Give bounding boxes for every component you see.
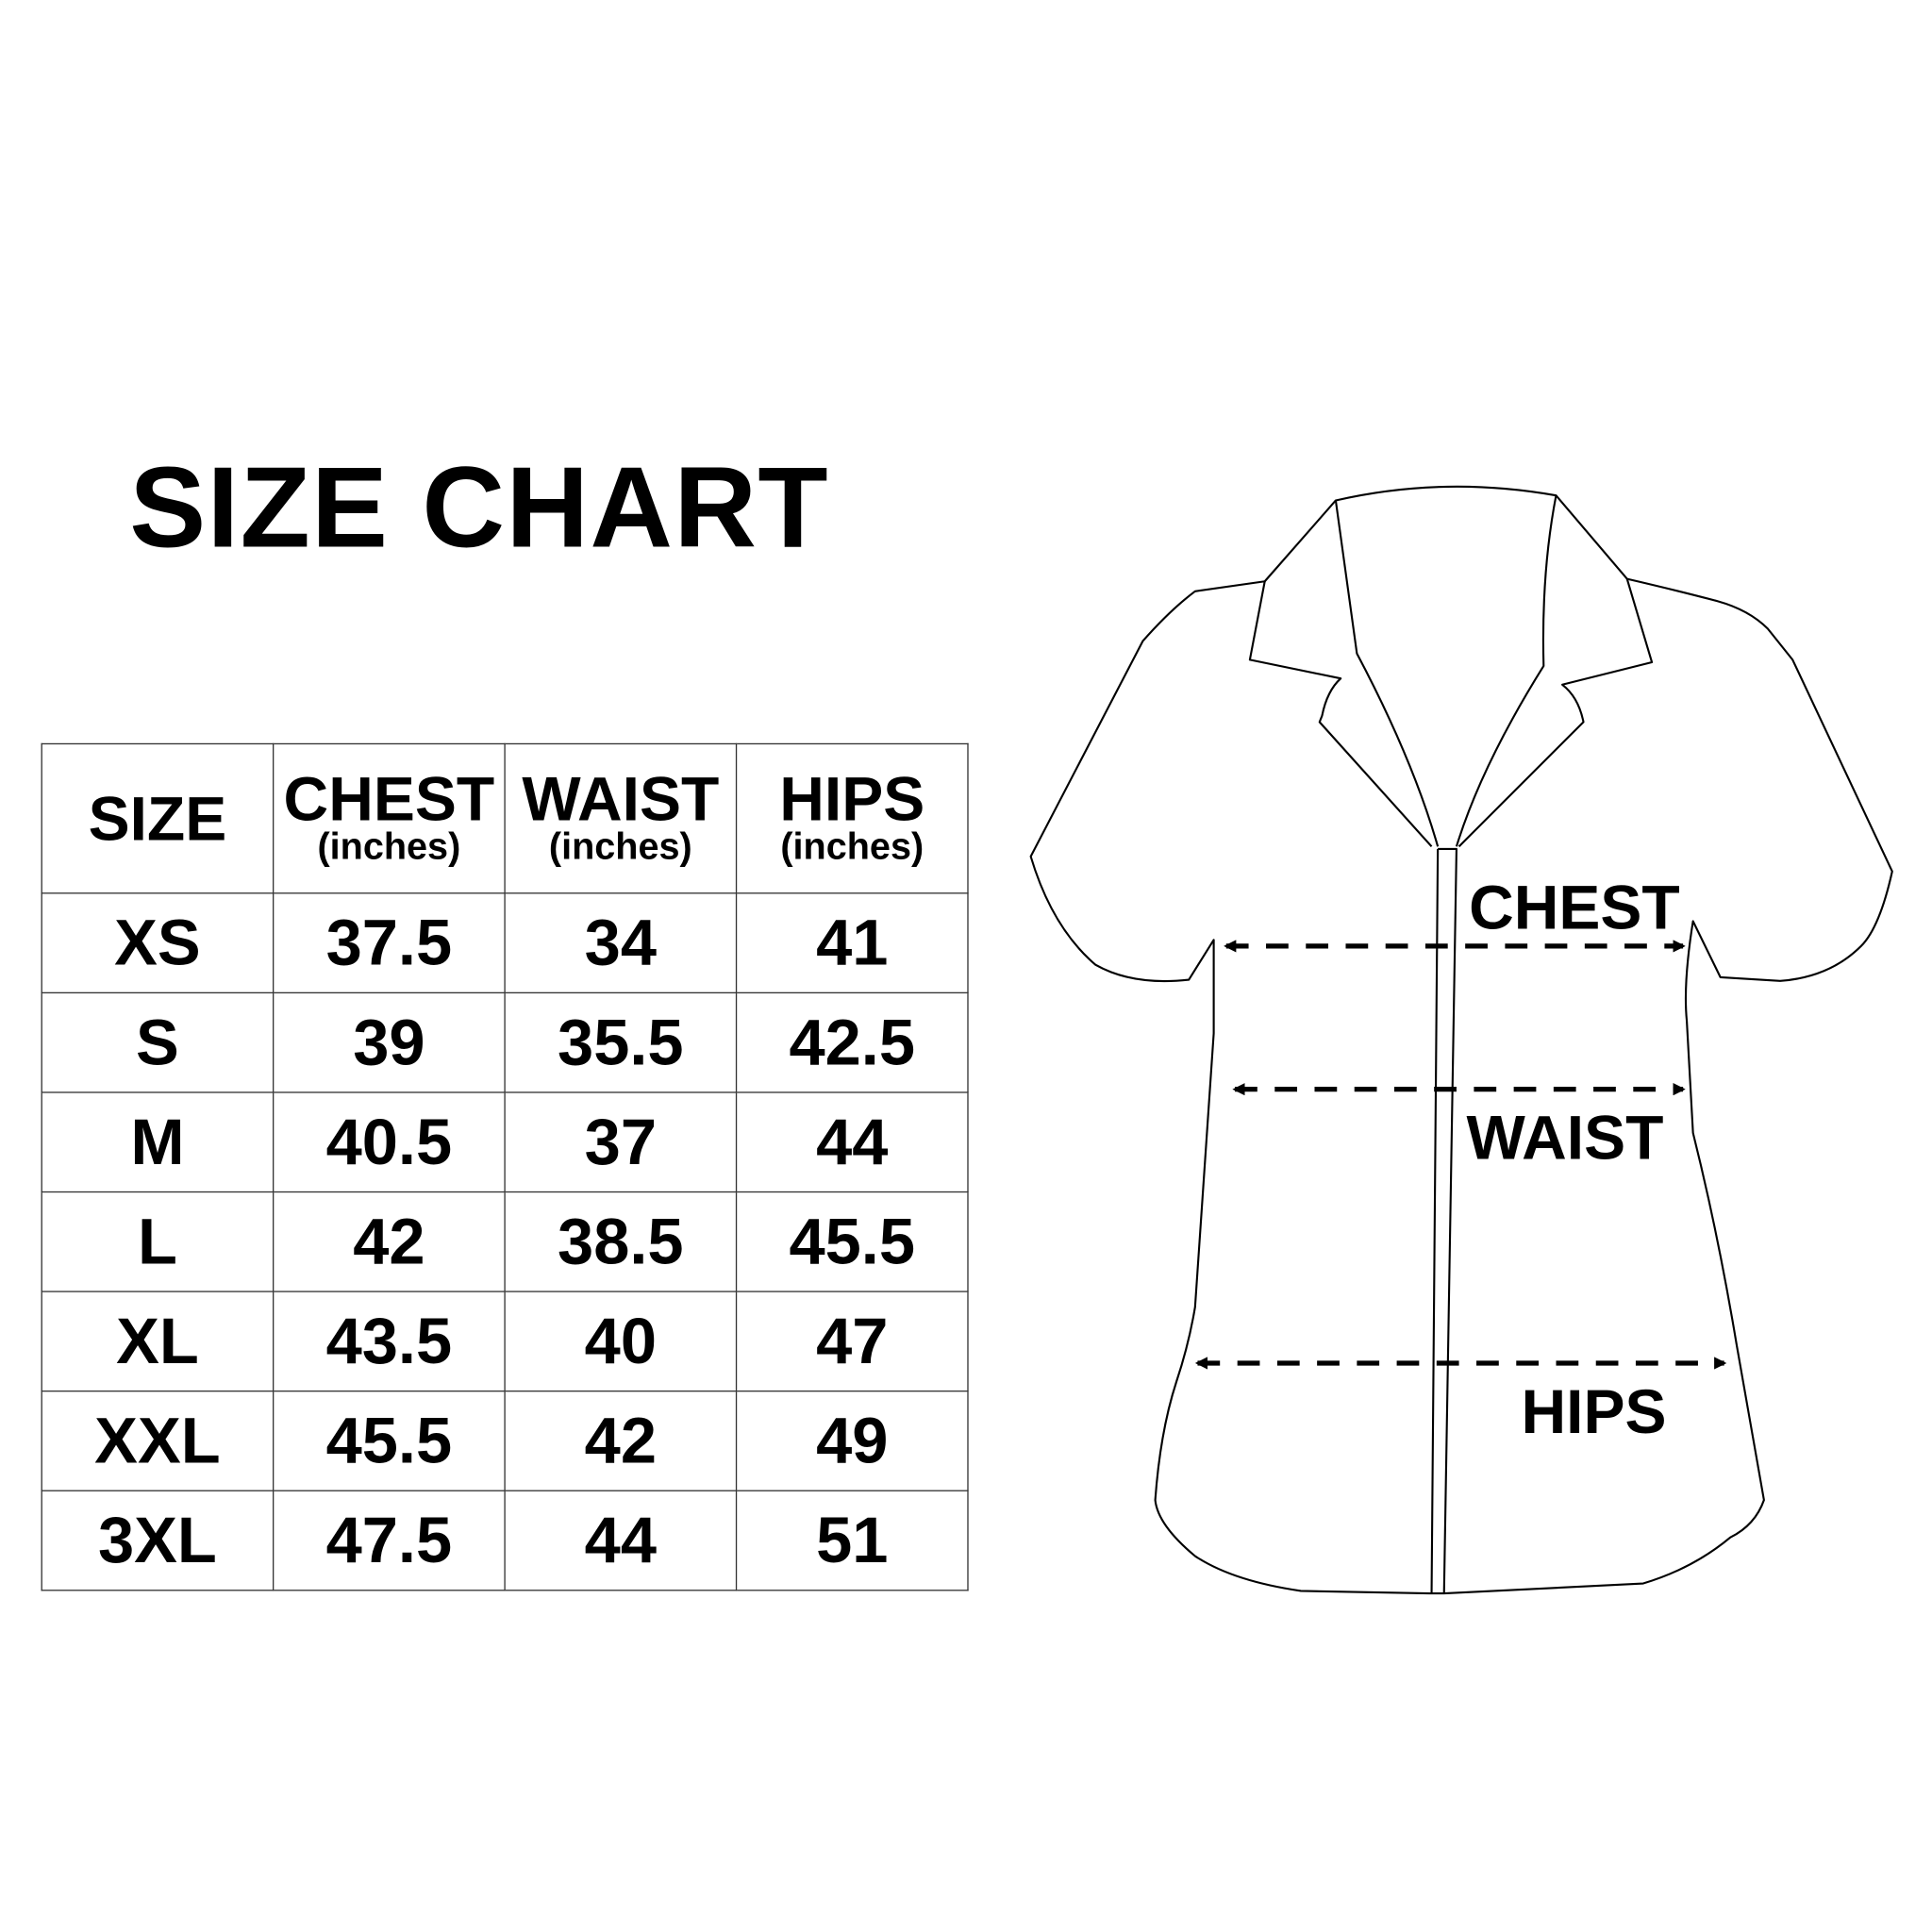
table-header-row: SIZE CHEST (inches) WAIST (inches) HIPS (in… bbox=[41, 742, 969, 894]
cell-chest: 42 bbox=[272, 1191, 506, 1292]
cell-waist: 34 bbox=[504, 892, 738, 994]
header-unit: (inches) bbox=[317, 825, 461, 868]
cell-waist: 38.5 bbox=[504, 1191, 738, 1292]
cell-waist: 42 bbox=[504, 1390, 738, 1491]
cell-waist: 37 bbox=[504, 1091, 738, 1193]
header-hips: HIPS (inches) bbox=[735, 742, 969, 894]
table-row: 3XL 47.5 44 51 bbox=[41, 1490, 969, 1591]
cell-hips: 42.5 bbox=[735, 991, 969, 1093]
table-row: S 39 35.5 42.5 bbox=[41, 991, 969, 1093]
cell-size: XS bbox=[41, 892, 275, 994]
cell-size: XL bbox=[41, 1291, 275, 1392]
cell-hips: 51 bbox=[735, 1490, 969, 1591]
header-unit: (inches) bbox=[780, 825, 924, 868]
size-table: SIZE CHEST (inches) WAIST (inches) HIPS (in… bbox=[41, 742, 969, 1591]
cell-chest: 47.5 bbox=[272, 1490, 506, 1591]
cell-hips: 45.5 bbox=[735, 1191, 969, 1292]
cell-chest: 40.5 bbox=[272, 1091, 506, 1193]
header-unit: (inches) bbox=[548, 825, 692, 868]
cell-size: L bbox=[41, 1191, 275, 1292]
left-collar bbox=[1248, 500, 1440, 848]
header-label: SIZE bbox=[88, 783, 227, 854]
table-row: XXL 45.5 42 49 bbox=[41, 1390, 969, 1491]
header-label: CHEST bbox=[283, 763, 495, 834]
header-label: HIPS bbox=[779, 763, 925, 834]
right-collar bbox=[1455, 495, 1654, 848]
cell-chest: 43.5 bbox=[272, 1291, 506, 1392]
table-row: XL 43.5 40 47 bbox=[41, 1291, 969, 1392]
cell-waist: 44 bbox=[504, 1490, 738, 1591]
waist-label: WAIST bbox=[1466, 1103, 1663, 1173]
table-row: XS 37.5 34 41 bbox=[41, 892, 969, 994]
header-waist: WAIST (inches) bbox=[504, 742, 738, 894]
chest-label: CHEST bbox=[1469, 872, 1680, 941]
hips-label: HIPS bbox=[1522, 1376, 1667, 1446]
cell-hips: 47 bbox=[735, 1291, 969, 1392]
page-title: SIZE CHART bbox=[129, 444, 829, 572]
cell-waist: 35.5 bbox=[504, 991, 738, 1093]
table-row: M 40.5 37 44 bbox=[41, 1091, 969, 1193]
cell-size: S bbox=[41, 991, 275, 1093]
cell-chest: 45.5 bbox=[272, 1390, 506, 1491]
cell-size: 3XL bbox=[41, 1490, 275, 1591]
cell-size: M bbox=[41, 1091, 275, 1193]
cell-hips: 44 bbox=[735, 1091, 969, 1193]
cell-hips: 49 bbox=[735, 1390, 969, 1491]
cell-chest: 37.5 bbox=[272, 892, 506, 994]
table-row: L 42 38.5 45.5 bbox=[41, 1191, 969, 1292]
shirt-outline bbox=[1029, 485, 1893, 1595]
cell-size: XXL bbox=[41, 1390, 275, 1491]
header-size: SIZE bbox=[41, 742, 275, 894]
cell-chest: 39 bbox=[272, 991, 506, 1093]
button-placket bbox=[1430, 847, 1457, 1594]
header-label: WAIST bbox=[522, 763, 720, 834]
